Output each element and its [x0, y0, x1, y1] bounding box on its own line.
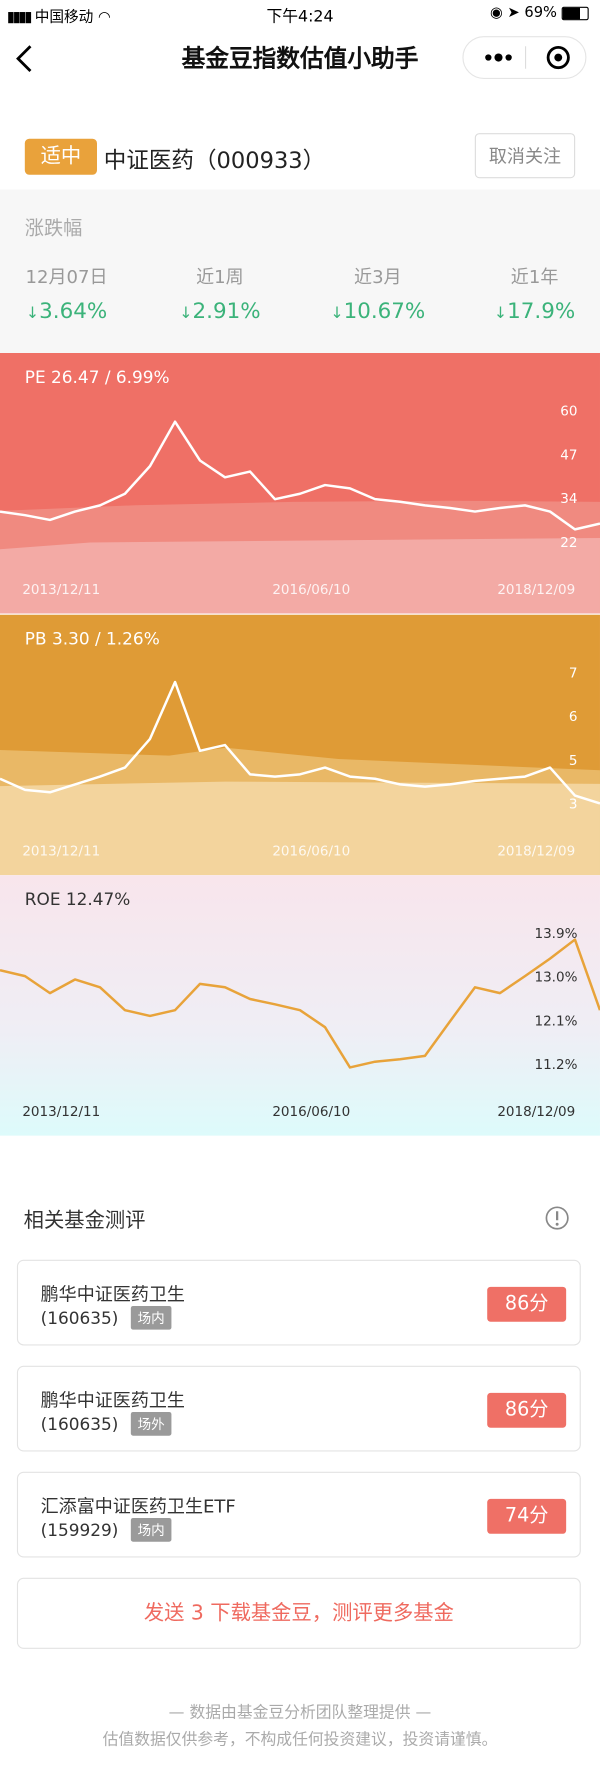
- footer-line: 估值数据仅供参考，不构成任何投资建议，投资请谨慎。: [102, 1731, 498, 1750]
- chart-title: PB 3.30 / 1.26%: [25, 628, 160, 648]
- x-tick-label: 2016/06/10: [272, 843, 350, 859]
- period-label: 12月07日: [25, 266, 108, 288]
- fund-name: 鹏华中证医药卫生: [40, 1283, 185, 1305]
- nav-title: 基金豆指数估值小助手: [181, 45, 419, 73]
- period-change: ↓17.9%: [467, 299, 600, 324]
- down-arrow: ↓: [330, 304, 344, 323]
- roe-chart: ROE 12.47% 13.9% 13.0% 12.1% 11.2% 2013/12/11…: [0, 875, 600, 1136]
- y-tick-label: 13.9%: [534, 926, 577, 942]
- line: [0, 938, 600, 1069]
- capsule: [462, 36, 587, 79]
- carrier: ▮▮▮▮ 中国移动 ◠: [7, 5, 111, 26]
- down-arrow: ↓: [25, 304, 40, 323]
- y-tick-label: 13.0%: [534, 970, 577, 986]
- y-tick-label: 60: [560, 404, 577, 420]
- change-value: 17.9%: [507, 298, 576, 324]
- changes-title: 涨跌幅: [24, 217, 83, 241]
- x-tick-label: 2018/12/09: [497, 1104, 575, 1120]
- footer-line: — 数据由基金豆分析团队整理提供 —: [168, 1704, 432, 1723]
- y-tick-label: 34: [560, 491, 577, 507]
- y-tick-label: 5: [569, 753, 578, 769]
- y-tick-label: 7: [569, 665, 578, 681]
- chart-title: ROE 12.47%: [25, 889, 131, 909]
- index-name: 中证医药（000933）: [103, 146, 326, 174]
- fund-code: (159929): [40, 1520, 119, 1541]
- period-change: ↓10.67%: [310, 299, 445, 324]
- x-tick-label: 2016/06/10: [272, 1104, 350, 1120]
- period-label: 近1周: [196, 266, 244, 288]
- changes-panel: 涨跌幅 12月07日 ↓3.64% 近1周 ↓2.91% 近3月 ↓10.67% 近1年 ↓1…: [0, 189, 600, 354]
- fund-score: 86分: [487, 1392, 567, 1428]
- line: [0, 420, 600, 531]
- change-value: 2.91%: [192, 298, 261, 324]
- line: [0, 680, 600, 805]
- fund-tag: 场外: [130, 1412, 172, 1436]
- period-change: ↓2.91%: [152, 299, 287, 324]
- x-tick-label: 2013/12/11: [22, 1104, 100, 1120]
- info-icon[interactable]: [545, 1206, 570, 1231]
- more-button[interactable]: 发送 3 下载基金豆，测评更多基金: [16, 1577, 581, 1649]
- chart-title: PE 26.47 / 6.99%: [25, 367, 170, 387]
- battery-level: 69%: [524, 4, 557, 22]
- x-tick-label: 2018/12/09: [497, 843, 575, 859]
- x-tick-label: 2013/12/11: [22, 582, 100, 598]
- battery: ◉ ➤ 69%: [490, 4, 589, 22]
- y-tick-label: 47: [560, 447, 577, 463]
- fund-name: 鹏华中证医药卫生: [40, 1389, 185, 1411]
- pb-chart: PB 3.30 / 1.26% 7 6 5 3 2013/12/11 2016/06/10 2…: [0, 614, 600, 876]
- back-button[interactable]: [14, 43, 37, 75]
- down-arrow: ↓: [179, 304, 193, 323]
- valuation-badge: 适中: [24, 138, 97, 175]
- change-value: 10.67%: [343, 298, 426, 324]
- unfollow-button[interactable]: 取消关注: [474, 133, 576, 179]
- carrier-name: 中国移动: [34, 9, 94, 26]
- x-tick-label: 2013/12/11: [22, 843, 100, 859]
- funds-title: 相关基金测评: [23, 1209, 146, 1233]
- fund-score: 86分: [487, 1286, 567, 1322]
- fund-card[interactable]: 鹏华中证医药卫生 (160635) 场内 86分: [16, 1259, 581, 1346]
- period-label: 近3月: [354, 266, 402, 288]
- x-tick-label: 2018/12/09: [497, 582, 575, 598]
- battery-icon: [561, 6, 589, 20]
- y-tick-label: 12.1%: [534, 1013, 577, 1029]
- pe-chart: PE 26.47 / 6.99% 60 47 34 22 2013/12/11 2016/0…: [0, 353, 600, 614]
- fund-tag: 场内: [130, 1305, 172, 1330]
- fund-code: (160635): [40, 1308, 119, 1329]
- period-label: 近1年: [510, 266, 559, 288]
- fund-score: 74分: [487, 1498, 567, 1534]
- change-value: 3.64%: [39, 298, 108, 324]
- fund-card[interactable]: 鹏华中证医药卫生 (160635) 场外 86分: [16, 1365, 581, 1452]
- y-tick-label: 6: [569, 709, 578, 725]
- fund-tag: 场内: [130, 1518, 172, 1542]
- fund-code: (160635): [40, 1414, 119, 1435]
- y-tick-label: 11.2%: [534, 1057, 577, 1073]
- x-tick-label: 2016/06/10: [272, 582, 350, 598]
- wifi-icon: ◠: [98, 9, 111, 26]
- fund-card[interactable]: 汇添富中证医药卫生ETF (159929) 场内 74分: [16, 1471, 581, 1558]
- time: 下午4:24: [266, 7, 334, 26]
- down-arrow: ↓: [493, 304, 508, 323]
- capsule-icons: [485, 45, 570, 70]
- y-tick-label: 22: [560, 535, 577, 551]
- signal-icon: ▮▮▮▮: [6, 9, 32, 26]
- y-tick-label: 3: [569, 797, 578, 813]
- period-change: ↓3.64%: [0, 299, 134, 324]
- fund-name: 汇添富中证医药卫生ETF: [40, 1495, 236, 1517]
